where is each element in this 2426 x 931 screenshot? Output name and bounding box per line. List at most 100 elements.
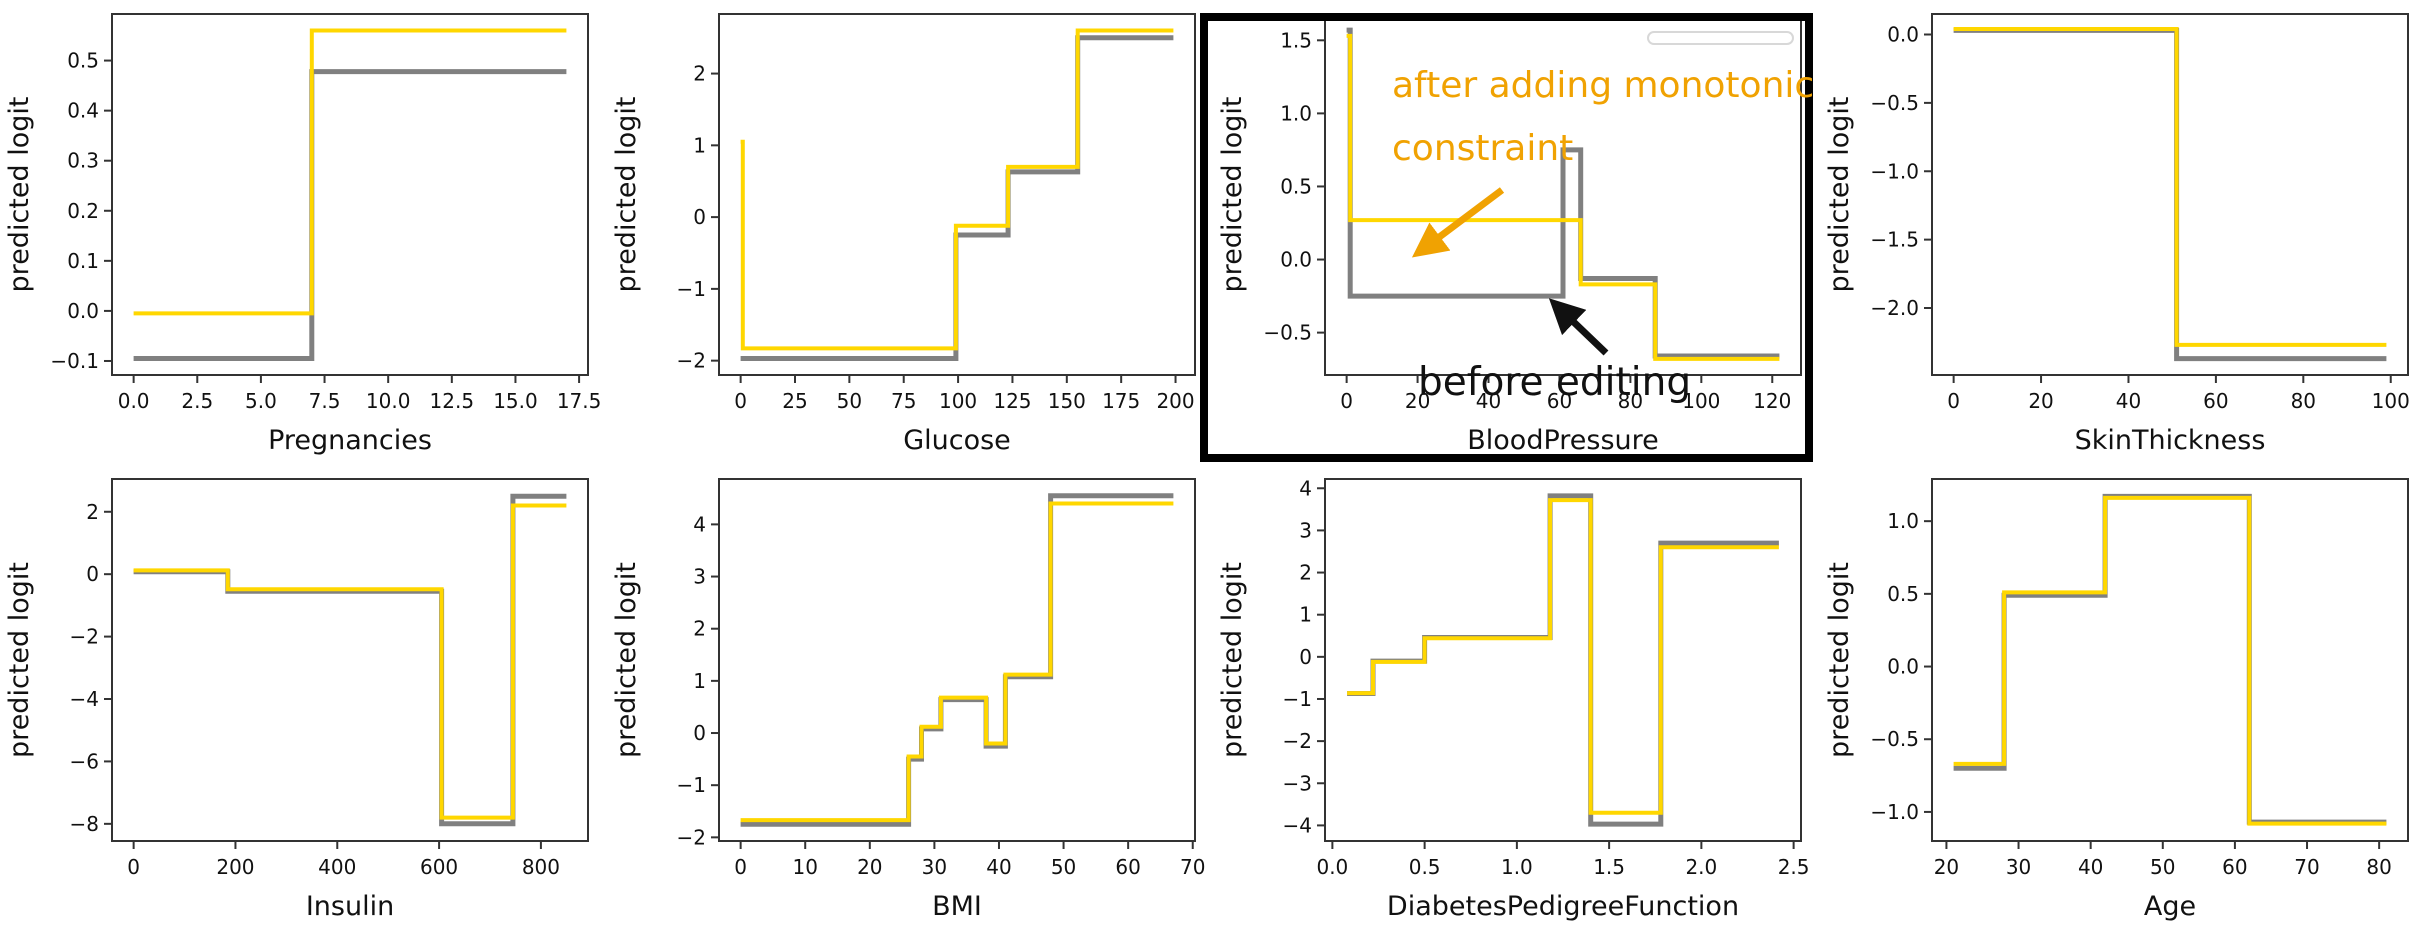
x-tick-label: 125 [993, 389, 1031, 413]
subplot-glucose: 0 25 50 75 100 125 150 175 200 −2 −1 0 1 2 Glucose pred… [607, 0, 1214, 465]
y-tick-label: −1.0 [1870, 159, 1919, 183]
y-tick-label: 0.1 [67, 249, 99, 273]
y-tick-label: 0 [86, 562, 99, 586]
y-tick-label: −4 [70, 687, 99, 711]
y-tick-label: 0.4 [67, 99, 99, 123]
subplot-age: 20 30 40 50 60 70 80 −1.0 −0.5 0.0 0.5 1.0 Age predic… [1820, 465, 2426, 931]
step-line-before [133, 69, 567, 361]
y-tick-label: −4 [1283, 813, 1312, 837]
x-tick-label: 0.5 [1409, 855, 1441, 879]
y-axis-label: predicted logit [1217, 562, 1248, 758]
x-tick-label: 50 [1050, 855, 1075, 879]
y-tick-label: 0.0 [67, 299, 99, 323]
x-tick-label: 30 [921, 855, 946, 879]
step-line-before [1953, 27, 2386, 362]
before-annotation-label: before editing [1418, 360, 1692, 405]
subplot-diabetespedigreefunction-canvas: 0.0 0.5 1.0 1.5 2.0 2.5 −4 −3 −2 −1 0 1 2 3 4 DiabetesP… [1217, 476, 1810, 922]
x-tick-label: 10 [792, 855, 817, 879]
x-tick-label: 1.5 [1593, 855, 1625, 879]
x-tick-label: 0 [1947, 389, 1960, 413]
x-tick-label: 200 [1156, 389, 1194, 413]
x-tick-label: 600 [420, 855, 458, 879]
y-tick-label: 3 [693, 565, 706, 589]
x-tick-label: 40 [986, 855, 1011, 879]
y-tick-label: −1 [676, 773, 705, 797]
x-tick-label: 0.0 [118, 389, 150, 413]
y-tick-label: 0.0 [1280, 248, 1312, 272]
y-tick-label: −0.5 [1870, 727, 1919, 751]
x-tick-label: 120 [1753, 389, 1791, 413]
step-line-after [1347, 498, 1779, 815]
subplot-bmi-canvas: 0 10 20 30 40 50 60 70 −2 −1 0 1 2 3 4 BMI predicted log… [611, 478, 1205, 922]
x-axis-label: SkinThickness [2074, 425, 2265, 456]
axes-spines [717, 13, 1196, 376]
y-tick-label: 1 [1299, 603, 1312, 627]
y-tick-label: −0.5 [1263, 321, 1312, 345]
y-tick-label: −2 [1283, 729, 1312, 753]
x-tick-label: 50 [836, 389, 861, 413]
y-axis-label: predicted logit [1217, 97, 1248, 293]
y-tick-label: 1 [693, 669, 706, 693]
x-axis-label: BloodPressure [1467, 425, 1659, 456]
y-tick-label: 0.5 [1280, 174, 1312, 198]
y-tick-label: 2 [693, 617, 706, 641]
y-tick-label: −2 [676, 825, 705, 849]
x-tick-label: 0 [734, 389, 747, 413]
y-tick-label: 0.5 [67, 49, 99, 73]
axes-spines [1930, 478, 2409, 842]
subplot-pregnancies-canvas: 0.0 2.5 5.0 7.5 10.0 12.5 15.0 17.5 −0.1 0.0 0.1 0.… [4, 13, 602, 456]
axes-spines [717, 478, 1196, 842]
y-tick-label: 0 [693, 205, 706, 229]
x-axis-label: Age [2143, 891, 2195, 922]
x-tick-label: 40 [2077, 855, 2102, 879]
y-tick-label: 1.0 [1280, 101, 1312, 125]
x-tick-label: 100 [2371, 389, 2409, 413]
x-axis-label: BMI [932, 891, 982, 922]
y-tick-label: 0.0 [1887, 655, 1919, 679]
x-tick-label: 200 [216, 855, 254, 879]
step-line-before [133, 493, 567, 827]
axes-spines [1324, 478, 1802, 842]
x-tick-label: 150 [1047, 389, 1085, 413]
x-axis-label: Pregnancies [268, 425, 432, 456]
x-tick-label: 60 [2203, 389, 2228, 413]
y-axis-label: predicted logit [1824, 97, 1855, 293]
x-tick-label: 1.0 [1501, 855, 1533, 879]
x-tick-label: 60 [1115, 855, 1140, 879]
x-tick-label: 50 [2150, 855, 2175, 879]
y-tick-label: 1.0 [1887, 509, 1919, 533]
y-tick-label: 4 [1299, 476, 1312, 500]
y-tick-label: 2 [86, 500, 99, 524]
subplot-bmi: 0 10 20 30 40 50 60 70 −2 −1 0 1 2 3 4 BMI predicted log… [607, 465, 1214, 931]
y-tick-label: 0.3 [67, 149, 99, 173]
x-tick-label: 17.5 [557, 389, 602, 413]
subplot-bloodpressure-canvas: 0 20 40 60 80 100 120 −0.5 0.0 0.5 1.0 1.5 BloodPres… [1217, 13, 1802, 456]
x-tick-label: 400 [318, 855, 356, 879]
y-tick-label: −2.0 [1870, 296, 1919, 320]
x-tick-label: 30 [2005, 855, 2030, 879]
y-axis-label: predicted logit [4, 562, 35, 758]
y-tick-label: −1.0 [1870, 800, 1919, 824]
step-line-before [1953, 493, 2386, 825]
x-tick-label: 60 [2222, 855, 2247, 879]
x-tick-label: 100 [938, 389, 976, 413]
x-tick-label: 2.5 [1778, 855, 1810, 879]
y-tick-label: −0.1 [50, 349, 99, 373]
subplot-bloodpressure: 0 20 40 60 80 100 120 −0.5 0.0 0.5 1.0 1.5 BloodPres… [1213, 0, 1820, 465]
x-axis-label: DiabetesPedigreeFunction [1387, 891, 1739, 922]
x-tick-label: 12.5 [430, 389, 475, 413]
x-axis-label: Insulin [306, 891, 394, 922]
step-line-after [1953, 495, 2386, 826]
step-line-after [133, 503, 567, 820]
x-tick-label: 2.5 [181, 389, 213, 413]
y-tick-label: 0.0 [1887, 23, 1919, 47]
x-tick-label: 800 [522, 855, 560, 879]
x-tick-label: 20 [857, 855, 882, 879]
x-tick-label: 10.0 [366, 389, 411, 413]
y-tick-label: 0 [693, 721, 706, 745]
y-axis-label: predicted logit [611, 562, 642, 758]
y-tick-label: −0.5 [1870, 91, 1919, 115]
subplot-insulin: 0 200 400 600 800 −8 −6 −4 −2 0 2 Insulin predicted … [0, 465, 607, 931]
subplot-insulin-canvas: 0 200 400 600 800 −8 −6 −4 −2 0 2 Insulin predicted … [4, 478, 589, 922]
step-line-after [133, 28, 567, 316]
